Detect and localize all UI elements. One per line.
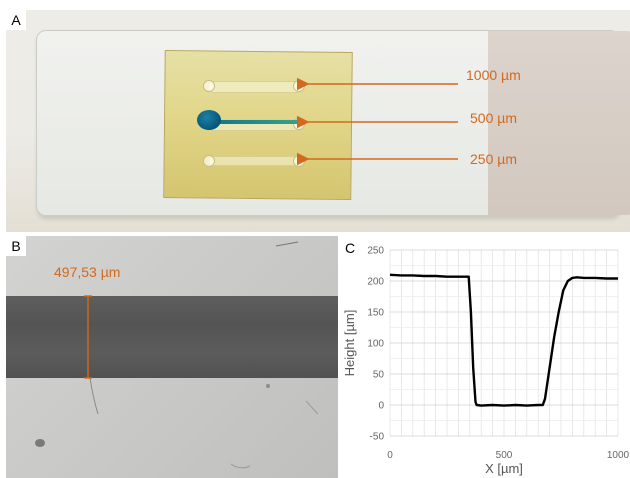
arrows: [296, 77, 458, 166]
dye-stream: [218, 120, 298, 124]
port: [203, 155, 215, 167]
y-tick-label: 50: [373, 370, 385, 381]
label-500: 500 µm: [470, 110, 517, 126]
x-tick-label: 500: [496, 450, 513, 461]
measurement-label: 497,53 µm: [54, 264, 121, 280]
y-tick-label: 200: [367, 277, 384, 288]
dye-drop: [197, 110, 221, 130]
measurement-arrow: [84, 295, 92, 379]
x-tick-label: 1000: [607, 450, 630, 461]
panel-letter-c: C: [340, 238, 360, 258]
x-tick-label: 0: [387, 450, 393, 461]
panel-b-micrograph: 497,53 µm B: [6, 236, 338, 478]
y-tick-label: 250: [367, 246, 384, 257]
panel-letter-a: A: [6, 10, 26, 30]
y-tick-label: 0: [378, 401, 384, 412]
channel-band: [6, 296, 338, 378]
label-1000: 1000 µm: [466, 67, 521, 83]
label-250: 250 µm: [470, 151, 517, 167]
frosted-end: [488, 31, 630, 215]
y-tick-label: 150: [367, 308, 384, 319]
micrograph-debris: [35, 241, 319, 469]
port: [203, 80, 215, 92]
y-tick-label: 100: [367, 339, 384, 350]
panel-letter-b: B: [6, 236, 26, 256]
x-axis-label: X [µm]: [485, 461, 523, 476]
profile-line: [389, 273, 618, 407]
panel-a-photo: 1000 µm 500 µm 250 µm A: [6, 10, 630, 232]
y-tick-label: -50: [370, 432, 385, 443]
panel-c-chart: -50 0 50 100 150 200 250 0 500 1000 Height [µm] X…: [338, 236, 630, 478]
y-axis-label: Height [µm]: [342, 310, 357, 377]
